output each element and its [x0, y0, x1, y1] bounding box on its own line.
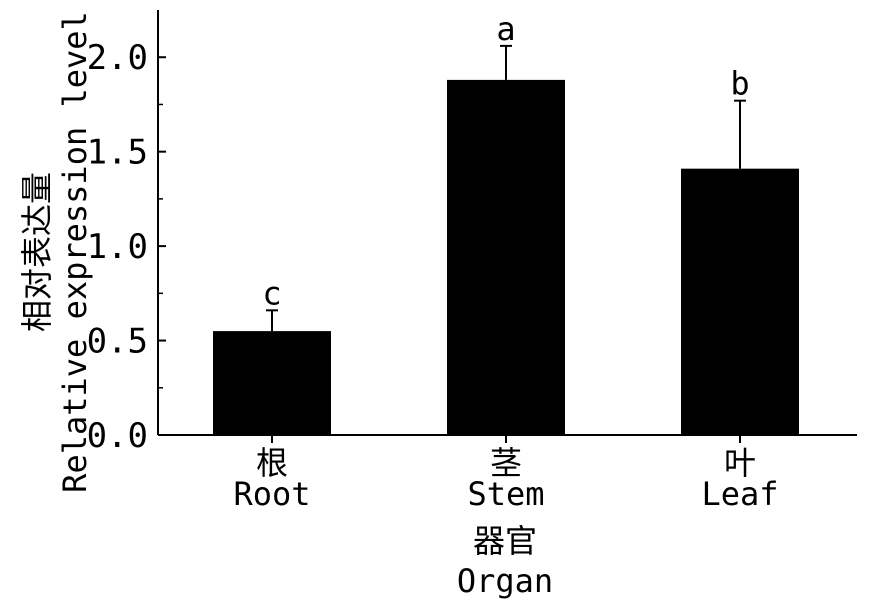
- y-tick-label: 1.0: [87, 227, 148, 267]
- bar: [447, 79, 565, 435]
- significance-label: b: [730, 65, 749, 103]
- y-axis-title: 相对表达量 Relative expression level: [18, 11, 94, 493]
- y-ticks: 0.0 0.5 1.0 1.5 2.0: [87, 38, 166, 456]
- category-label-en: Leaf: [701, 475, 778, 513]
- category-label-en: Stem: [467, 475, 544, 513]
- bar: [213, 331, 331, 435]
- bars: c a b: [213, 10, 799, 435]
- x-axis-title-zh: 器官: [473, 522, 537, 560]
- y-tick-label: 0.0: [87, 416, 148, 456]
- category-label-zh: 茎: [490, 444, 522, 482]
- significance-label: c: [262, 274, 281, 312]
- bar: [681, 168, 799, 435]
- y-tick-label: 0.5: [87, 322, 148, 362]
- y-axis-title-en: Relative expression level: [56, 11, 94, 493]
- y-axis-title-zh: 相对表达量: [18, 172, 56, 332]
- category-label-en: Root: [233, 475, 310, 513]
- y-tick-label: 2.0: [87, 38, 148, 78]
- x-axis-title-en: Organ: [457, 562, 553, 600]
- y-tick-label: 1.5: [87, 133, 148, 173]
- significance-label: a: [496, 10, 515, 48]
- category-label-zh: 根: [256, 444, 288, 482]
- category-label-zh: 叶: [724, 444, 756, 482]
